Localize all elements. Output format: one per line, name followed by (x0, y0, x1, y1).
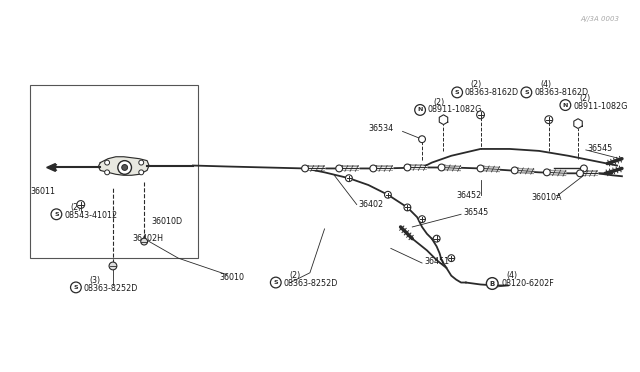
Circle shape (415, 105, 426, 115)
Circle shape (486, 278, 498, 289)
Polygon shape (439, 115, 448, 125)
Circle shape (122, 164, 127, 170)
Text: 08911-1082G: 08911-1082G (428, 105, 483, 115)
Circle shape (477, 165, 484, 172)
Text: A//3A 0003: A//3A 0003 (580, 16, 619, 22)
Text: 36545: 36545 (588, 144, 613, 153)
Text: (4): (4) (507, 271, 518, 280)
Circle shape (511, 167, 518, 174)
Text: S: S (74, 285, 78, 290)
Circle shape (141, 238, 148, 245)
Circle shape (301, 165, 308, 172)
Circle shape (419, 216, 426, 222)
Circle shape (118, 161, 131, 174)
Text: N: N (563, 103, 568, 108)
Circle shape (139, 160, 143, 165)
Text: 36011: 36011 (30, 187, 55, 196)
Text: (2): (2) (579, 94, 590, 103)
Text: 08363-8162D: 08363-8162D (465, 88, 519, 97)
Text: 36452: 36452 (456, 191, 481, 200)
Text: 36010A: 36010A (531, 193, 562, 202)
Text: (2): (2) (70, 203, 81, 212)
Text: 36451: 36451 (424, 257, 449, 266)
Circle shape (139, 170, 143, 175)
Text: 08120-6202F: 08120-6202F (501, 279, 554, 288)
Circle shape (385, 191, 391, 198)
Circle shape (521, 87, 532, 98)
Text: S: S (273, 280, 278, 285)
Text: N: N (417, 108, 423, 112)
Polygon shape (574, 119, 582, 128)
Circle shape (448, 255, 454, 262)
Text: (3): (3) (90, 276, 100, 285)
Circle shape (580, 165, 588, 172)
Circle shape (105, 160, 109, 165)
Circle shape (370, 165, 377, 172)
Text: 08363-8252D: 08363-8252D (284, 279, 338, 288)
Text: 08911-1082G: 08911-1082G (573, 102, 628, 110)
Text: (2): (2) (434, 97, 445, 107)
Circle shape (51, 209, 62, 219)
Text: 36534: 36534 (369, 124, 394, 133)
Circle shape (545, 116, 553, 124)
Circle shape (452, 87, 463, 98)
Polygon shape (47, 164, 56, 171)
Text: S: S (455, 90, 460, 95)
Text: 08363-8252D: 08363-8252D (84, 284, 138, 293)
Polygon shape (99, 157, 149, 175)
Bar (30, 84, 198, 258)
Circle shape (105, 170, 109, 175)
Circle shape (77, 201, 84, 208)
Circle shape (560, 100, 571, 110)
Text: (4): (4) (540, 80, 551, 89)
Text: S: S (54, 212, 59, 217)
Text: S: S (524, 90, 529, 95)
Circle shape (433, 235, 440, 242)
Circle shape (109, 262, 117, 270)
Circle shape (404, 164, 411, 171)
Text: B: B (490, 280, 495, 286)
Text: 08363-8162D: 08363-8162D (534, 88, 588, 97)
Text: 08543-41012: 08543-41012 (64, 211, 117, 220)
Text: (2): (2) (289, 271, 301, 280)
Circle shape (271, 277, 281, 288)
Circle shape (70, 282, 81, 293)
Circle shape (346, 175, 353, 182)
Circle shape (438, 164, 445, 171)
Circle shape (419, 136, 426, 142)
Text: 36010: 36010 (220, 273, 244, 282)
Circle shape (477, 111, 484, 119)
Circle shape (543, 169, 550, 176)
Text: 36402: 36402 (358, 200, 384, 209)
Circle shape (404, 204, 411, 211)
Circle shape (336, 165, 342, 172)
Circle shape (577, 170, 584, 177)
Text: 36402H: 36402H (132, 234, 163, 243)
Text: 36545: 36545 (463, 208, 488, 217)
Text: (2): (2) (471, 80, 482, 89)
Text: 36010D: 36010D (151, 217, 182, 225)
